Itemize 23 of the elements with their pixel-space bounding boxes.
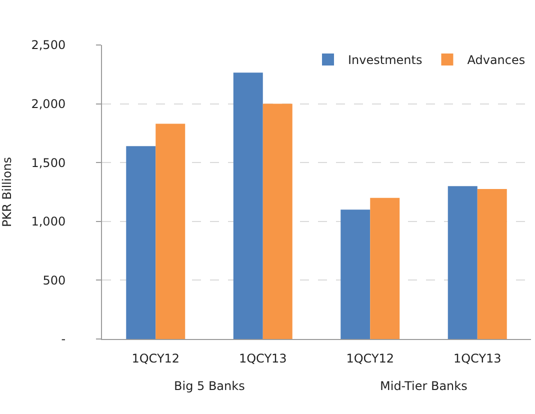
bar	[370, 198, 400, 339]
y-tick-label: -	[61, 332, 66, 346]
y-axis-title: PKR Billions	[0, 156, 14, 228]
y-tick-label: 2,500	[31, 38, 66, 52]
x-tick-label: 1QCY12	[346, 351, 394, 366]
x-tick-label: 1QCY12	[132, 351, 180, 366]
bar	[156, 124, 186, 339]
legend-label: Advances	[467, 53, 526, 68]
x-tick-label: 1QCY13	[238, 351, 287, 366]
text: Big 5 Banks	[174, 379, 245, 393]
bar	[340, 210, 370, 339]
bar	[126, 146, 156, 339]
y-tick-label: 2,000	[31, 97, 66, 111]
y-tick-label: 500	[42, 273, 66, 288]
x-tick-label: 1QCY13	[453, 351, 502, 366]
y-tick-label: 1,000	[31, 214, 66, 229]
y-tick-label: 1,500	[31, 156, 66, 170]
bar	[477, 189, 507, 339]
bar	[448, 186, 478, 339]
legend-label: Investments	[348, 53, 422, 68]
bar	[262, 104, 292, 339]
text: Mid-Tier Banks	[380, 379, 468, 393]
bar	[233, 72, 263, 339]
